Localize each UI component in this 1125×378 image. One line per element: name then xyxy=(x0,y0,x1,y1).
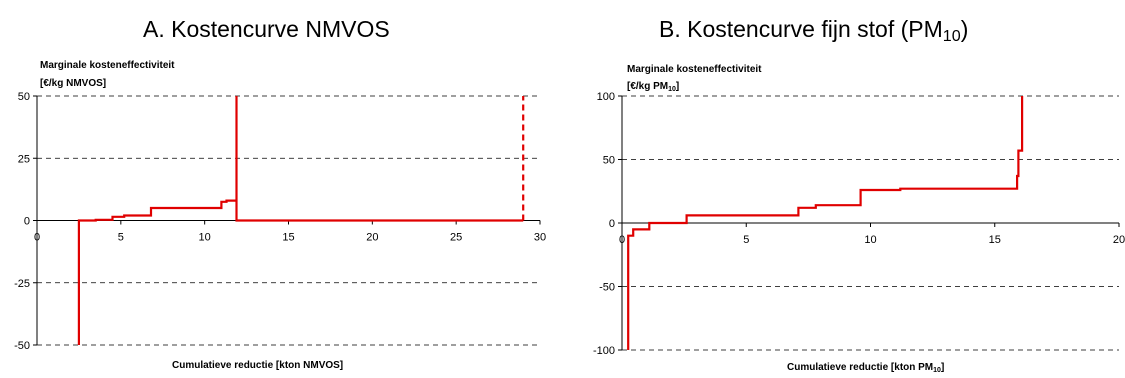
chart-a-y-tick-label: -50 xyxy=(14,340,30,352)
chart-a-x-tick-label: 20 xyxy=(366,232,378,244)
chart-a-x-tick-label: 0 xyxy=(34,232,40,244)
chart-title-b: B. Kostencurve fijn stof (PM10) xyxy=(659,16,969,46)
x-axis-label-b-sub: 10 xyxy=(933,366,941,374)
chart-b-y-tick-label: 100 xyxy=(597,91,615,103)
chart-a-y-tick-label: 25 xyxy=(18,153,30,165)
chart-b-x-tick-label: 0 xyxy=(619,234,625,246)
chart-b-x-tick-label: 5 xyxy=(743,234,749,246)
chart-panel-b: B. Kostencurve fijn stof (PM10) Marginal… xyxy=(560,0,1125,378)
chart-a-x-tick-label: 5 xyxy=(118,232,124,244)
y-axis-label-b-main: [€/kg PM xyxy=(627,81,669,92)
chart-a-x-tick-label: 25 xyxy=(450,232,462,244)
chart-title-b-main: B. Kostencurve fijn stof (PM xyxy=(659,16,943,42)
x-axis-label-b-end: ] xyxy=(940,362,945,373)
chart-b-y-tick-label: -100 xyxy=(593,345,615,357)
chart-b-x-tick-label: 10 xyxy=(864,234,876,246)
x-axis-label-b-main: Cumulatieve reductie [kton PM xyxy=(787,362,934,373)
chart-title-a: A. Kostencurve NMVOS xyxy=(143,16,390,42)
chart-b-y-tick-label: 0 xyxy=(609,218,615,230)
chart-title-b-end: ) xyxy=(960,16,969,42)
x-axis-label-a: Cumulatieve reductie [kton NMVOS] xyxy=(172,360,344,371)
chart-a-x-tick-label: 10 xyxy=(199,232,211,244)
chart-a-y-tick-label: 0 xyxy=(24,216,30,228)
chart-a-y-tick-label: 50 xyxy=(18,91,30,103)
y-axis-label-a-line2: [€/kg NMVOS] xyxy=(40,78,107,89)
y-axis-label-a-line1: Marginale kosteneffectiviteit xyxy=(40,60,175,71)
chart-title-b-sub: 10 xyxy=(942,27,961,46)
chart-a-y-tick-label: -25 xyxy=(14,278,30,290)
chart-a-x-tick-label: 30 xyxy=(534,232,546,244)
y-axis-label-b-sub: 10 xyxy=(668,85,676,93)
y-axis-label-b-line2: [€/kg PM10] xyxy=(627,81,680,93)
chart-b-x-tick-label: 20 xyxy=(1113,234,1125,246)
plot-area-b: 100 50 0 -50 -100 0 5 10 15 20 xyxy=(593,91,1125,357)
chart-b-x-tick-label: 15 xyxy=(989,234,1001,246)
chart-b-y-tick-label: 50 xyxy=(603,155,615,167)
plot-area-a: 50 25 0 -25 -50 0 5 10 15 20 25 30 xyxy=(14,91,546,352)
y-axis-label-b-end: ] xyxy=(675,81,680,92)
chart-b-series-line-0 xyxy=(627,96,1024,350)
chart-panel-a: A. Kostencurve NMVOS Marginale kosteneff… xyxy=(0,0,560,378)
chart-a-series-line-0 xyxy=(77,96,524,345)
y-axis-label-b-line1: Marginale kosteneffectiviteit xyxy=(627,64,762,75)
x-axis-label-b: Cumulatieve reductie [kton PM10] xyxy=(787,362,945,374)
chart-b-y-tick-label: -50 xyxy=(599,282,615,294)
chart-a-x-tick-label: 15 xyxy=(282,232,294,244)
